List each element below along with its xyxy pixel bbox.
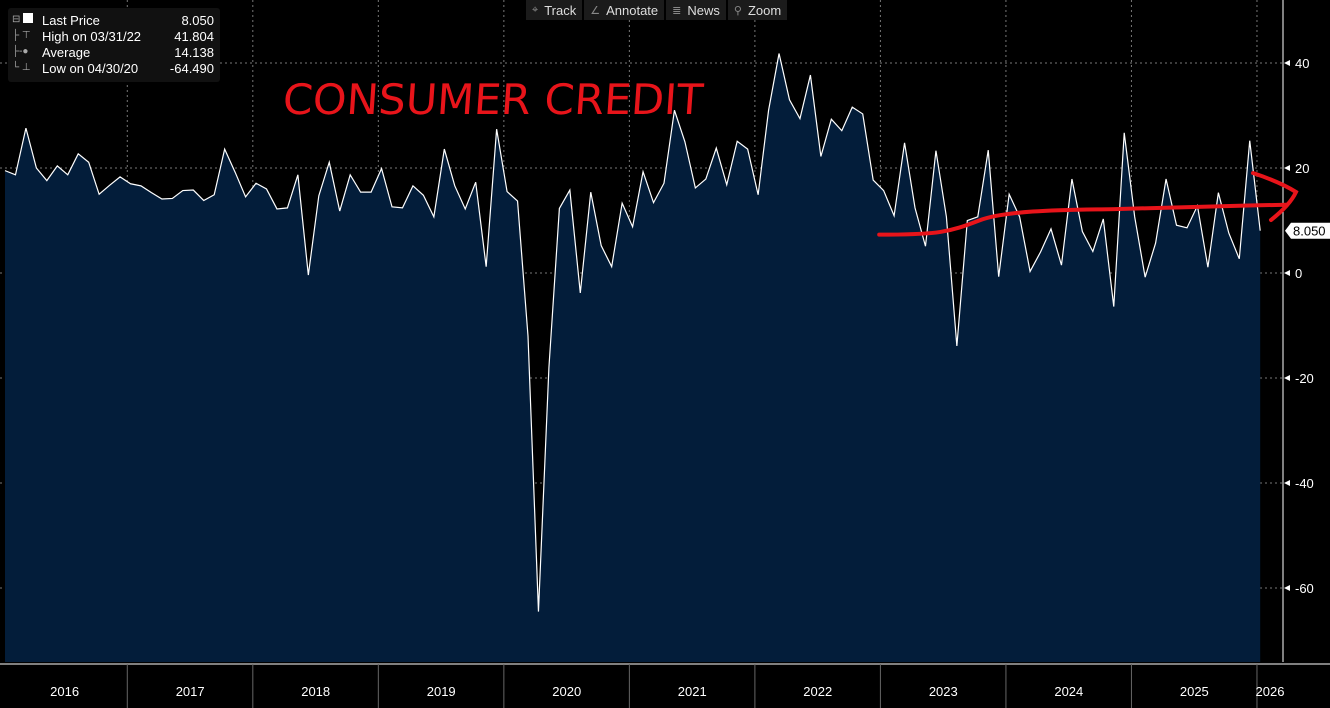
legend-last-price[interactable]: ⊟ Last Price 8.050 xyxy=(12,12,214,28)
y-tick-label: 40 xyxy=(1295,56,1309,71)
y-tick-label: -60 xyxy=(1295,581,1314,596)
y-tick-mark xyxy=(1284,60,1290,66)
y-tick-mark xyxy=(1284,375,1290,381)
last-value-tag xyxy=(1285,222,1330,239)
y-axis: 40 20 0 -20 -40 -60 8.050 xyxy=(1282,0,1330,662)
series-area xyxy=(5,53,1261,663)
magnifier-icon: ⚲ xyxy=(733,4,742,17)
y-tick-label: 0 xyxy=(1295,266,1302,281)
x-axis-band xyxy=(0,664,1330,708)
legend-low[interactable]: └ ⊥ Low on 04/30/20 -64.490 xyxy=(12,60,214,76)
x-tick-label: 2023 xyxy=(929,684,958,699)
legend-high[interactable]: ├ ⊤ High on 03/31/22 41.804 xyxy=(12,28,214,44)
trend-line-annotation xyxy=(877,202,1289,237)
annotation-layer: CONSUMER CREDIT xyxy=(281,75,1299,237)
x-tick-label: 2025 xyxy=(1180,684,1209,699)
crosshair-icon: ⌖ xyxy=(532,3,539,16)
last-value-label: 8.050 xyxy=(1293,224,1326,239)
x-tick-label: 2024 xyxy=(1054,684,1083,699)
y-tick-mark xyxy=(1284,480,1290,486)
news-icon: ≣ xyxy=(672,4,682,17)
arrow-annotation xyxy=(1251,171,1299,222)
x-axis: 2016 2017 2018 2019 2020 2021 2022 2023 2024 2025… xyxy=(0,663,1330,708)
legend-average[interactable]: ├-● Average 14.138 xyxy=(12,44,214,60)
x-tick-label: 2022 xyxy=(803,684,832,699)
annotate-button[interactable]: ∠ Annotate xyxy=(584,0,665,20)
y-tick-mark xyxy=(1284,165,1290,171)
y-tick-mark xyxy=(1284,585,1290,591)
series-line xyxy=(4,53,1261,612)
x-tick-label: 2016 xyxy=(50,684,79,699)
y-tick-label: -40 xyxy=(1295,476,1314,491)
pencil-icon: ∠ xyxy=(590,4,601,17)
chart-toolbar: ⌖ Track ∠ Annotate ≣ News ⚲ Zoom xyxy=(526,0,788,20)
legend: ⊟ Last Price 8.050 ├ ⊤ High on 03/31/22 41… xyxy=(8,8,220,82)
high-marker-icon: ├ ⊤ xyxy=(12,30,31,41)
y-tick-mark xyxy=(1284,270,1290,276)
x-tick-label: 2026 xyxy=(1256,684,1285,699)
x-tick-label: 2020 xyxy=(552,684,581,699)
y-tick-label: 20 xyxy=(1295,161,1309,176)
news-button[interactable]: ≣ News xyxy=(666,0,726,20)
handwritten-title-annotation: CONSUMER CREDIT xyxy=(281,75,705,124)
collapse-square-icon[interactable]: ⊟ xyxy=(12,12,42,28)
x-tick-label: 2019 xyxy=(427,684,456,699)
y-tick-label: -20 xyxy=(1295,371,1314,386)
low-marker-icon: └ ⊥ xyxy=(12,62,31,73)
x-tick-label: 2021 xyxy=(678,684,707,699)
track-button[interactable]: ⌖ Track xyxy=(526,0,583,20)
x-tick-label: 2018 xyxy=(301,684,330,699)
average-marker-icon: ├-● xyxy=(12,46,29,57)
zoom-button[interactable]: ⚲ Zoom xyxy=(727,0,788,20)
x-tick-label: 2017 xyxy=(176,684,205,699)
